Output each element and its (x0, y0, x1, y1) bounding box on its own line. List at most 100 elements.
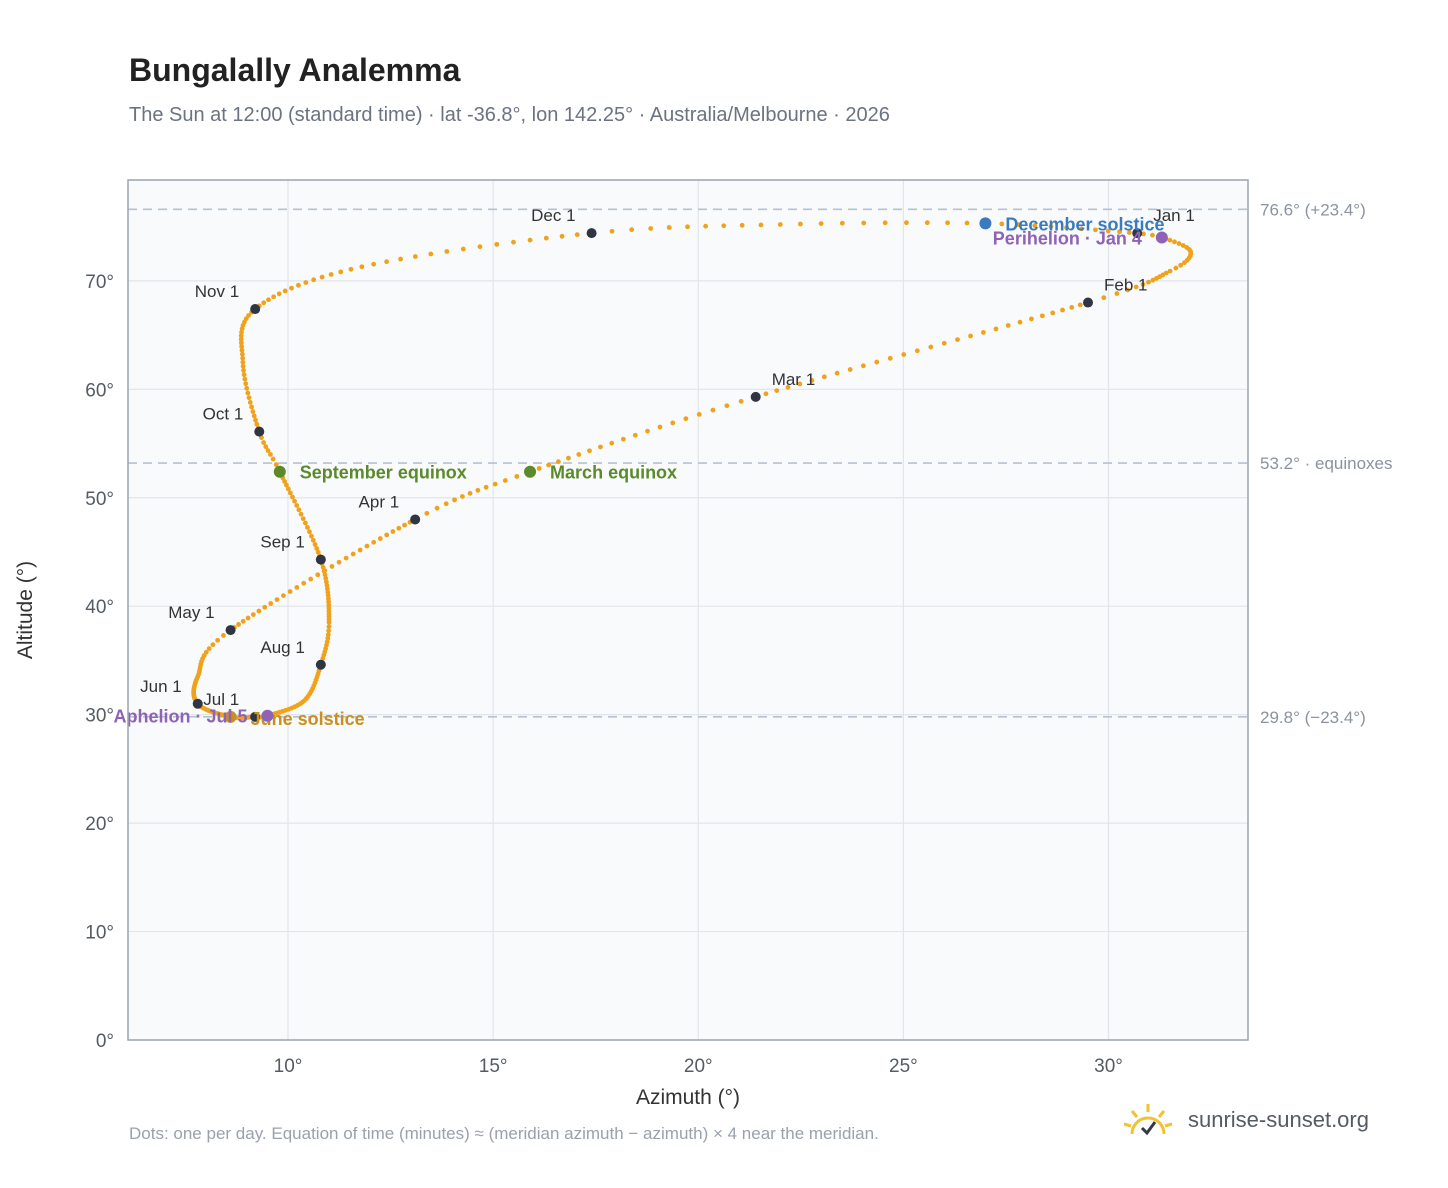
y-tick-label: 70° (85, 272, 114, 293)
daily-sun-dot (371, 539, 377, 545)
daily-sun-dot (945, 220, 950, 226)
daily-sun-dot (861, 220, 867, 226)
daily-sun-dot (305, 525, 310, 530)
x-tick-label: 30° (1094, 1056, 1123, 1077)
daily-sun-dot (1141, 231, 1146, 237)
daily-sun-dot (296, 282, 301, 288)
y-tick-label: 30° (85, 706, 114, 727)
daily-sun-dot (240, 363, 246, 369)
daily-sun-dot (294, 585, 300, 590)
daily-sun-dot (324, 639, 330, 645)
daily-sun-dot (797, 381, 803, 387)
reference-line-label: 29.8° (−23.4°) (1260, 708, 1366, 727)
daily-sun-dot (276, 291, 282, 297)
daily-sun-dot (467, 490, 473, 496)
daily-sun-dot (670, 420, 676, 426)
footnote: Dots: one per day. Equation of time (min… (129, 1124, 879, 1143)
y-tick-label: 60° (85, 380, 114, 401)
daily-sun-dot (901, 352, 907, 357)
daily-sun-dot (261, 300, 267, 306)
event-marker (1155, 231, 1168, 244)
x-tick-label: 25° (889, 1056, 918, 1077)
daily-sun-dot (818, 221, 824, 226)
daily-sun-dot (1182, 260, 1187, 266)
daily-sun-dot (452, 497, 457, 503)
daily-sun-dot (320, 564, 326, 570)
daily-sun-dot (543, 235, 549, 241)
daily-sun-dot (1032, 223, 1038, 228)
daily-sun-dot (459, 494, 465, 499)
daily-sun-dot (1015, 222, 1021, 228)
month-marker-label: Mar 1 (772, 370, 815, 389)
daily-sun-dot (296, 507, 302, 513)
y-tick-label: 50° (85, 489, 114, 510)
daily-sun-dot (336, 559, 342, 565)
month-marker (192, 698, 203, 709)
daily-sun-dot (724, 403, 730, 409)
daily-sun-dot (1114, 291, 1120, 296)
daily-sun-dot (710, 407, 716, 413)
month-marker-label: Feb 1 (1104, 276, 1147, 295)
daily-sun-dot (253, 417, 258, 423)
daily-sun-dot (739, 222, 745, 228)
daily-sun-dot (738, 398, 744, 404)
daily-sun-dot (874, 359, 880, 365)
daily-sun-dot (290, 494, 295, 500)
daily-sun-dot (312, 542, 318, 547)
event-label: December solstice (1005, 214, 1164, 234)
daily-sun-dot (546, 462, 552, 468)
daily-sun-dot (298, 511, 304, 517)
daily-sun-dot (587, 448, 592, 454)
daily-sun-dot (1060, 307, 1065, 313)
daily-sun-dot (270, 456, 276, 462)
daily-sun-dot (1172, 239, 1177, 245)
daily-sun-dot (502, 478, 508, 483)
daily-sun-dot (914, 348, 920, 354)
daily-sun-dot (434, 505, 440, 511)
month-marker-label: May 1 (168, 603, 214, 622)
daily-sun-dot (721, 223, 727, 229)
daily-sun-dot (657, 424, 663, 430)
daily-sun-dot (245, 390, 251, 396)
daily-sun-dot (256, 608, 262, 614)
daily-sun-dot (1048, 224, 1054, 229)
daily-sun-dot (1093, 227, 1098, 233)
daily-sun-dot (460, 246, 466, 252)
reference-lines: 76.6° (+23.4°) 53.2° · equinoxes 29.8° (−2… (128, 200, 1393, 727)
daily-sun-dot (559, 233, 565, 239)
daily-sun-dot (359, 264, 365, 270)
daily-sun-dot (294, 503, 300, 508)
daily-sun-dot (1105, 228, 1111, 234)
daily-sun-dot (1150, 232, 1155, 238)
daily-sun-dot (412, 254, 418, 259)
daily-sun-dot (221, 633, 226, 638)
daily-sun-dot (797, 221, 803, 227)
brand-name: sunrise-sunset.org (1188, 1107, 1369, 1132)
daily-sun-dot (239, 347, 245, 353)
sun-logo-icon (1123, 1104, 1173, 1136)
month-marker-label: Nov 1 (195, 282, 239, 301)
brand[interactable]: sunrise-sunset.org (1120, 1100, 1369, 1140)
daily-sun-dot (1064, 225, 1069, 231)
daily-sun-dot (527, 237, 533, 243)
daily-sun-dot (555, 459, 561, 465)
daily-sun-dot (343, 555, 349, 561)
daily-sun-dot (609, 228, 615, 234)
daily-sun-dot (246, 313, 251, 318)
daily-sun-dot (609, 440, 615, 446)
daily-sun-dot (928, 344, 934, 350)
daily-sun-dot (860, 363, 866, 369)
month-marker (750, 391, 761, 402)
daily-sun-dot (323, 576, 329, 581)
daily-sun-dot (242, 376, 248, 382)
month-marker-label: Aug 1 (260, 638, 304, 657)
daily-sun-dot (287, 490, 293, 496)
daily-sun-dot (307, 529, 312, 535)
plot-frame (127, 179, 1249, 1041)
daily-sun-dot (821, 374, 827, 380)
month-marker-label: Apr 1 (359, 492, 400, 511)
daily-sun-dot (282, 288, 288, 294)
daily-sun-dot (250, 409, 256, 414)
daily-sun-dot (273, 462, 279, 468)
daily-sun-dot (285, 486, 291, 492)
